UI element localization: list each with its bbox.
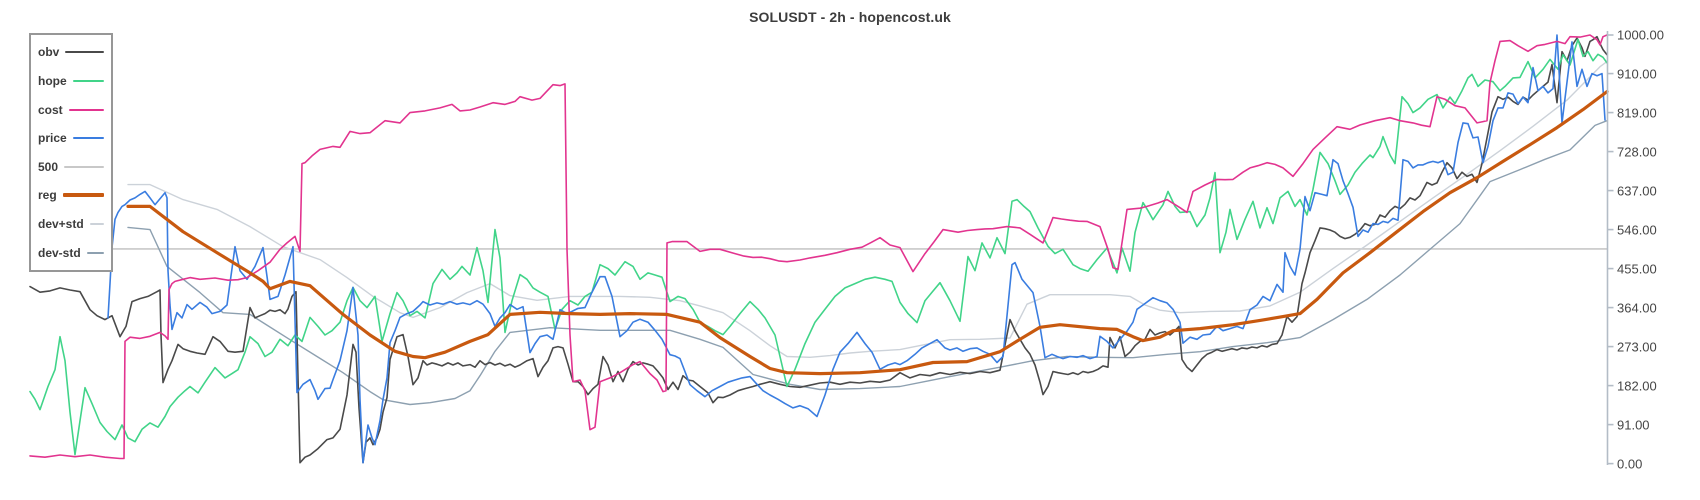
y-axis-tick-label: 273.00 (1617, 339, 1657, 355)
legend-item-hope[interactable]: hope (38, 75, 104, 87)
series-line-price (107, 34, 1606, 464)
legend-swatch-500 (64, 165, 104, 168)
legend-label: dev-std (38, 245, 81, 260)
legend-item-price[interactable]: price (38, 132, 104, 144)
y-axis-tick-label: 546.00 (1617, 222, 1657, 238)
legend-label: cost (38, 102, 63, 117)
y-axis-tick-label: 728.00 (1617, 144, 1657, 160)
legend-label: obv (38, 45, 60, 60)
legend-item-cost[interactable]: cost (38, 104, 104, 116)
legend-swatch-dev-std (86, 251, 104, 254)
y-axis-tick-label: 819.00 (1617, 105, 1657, 121)
legend-label: price (38, 131, 67, 146)
chart-legend: obv hope cost price 500 reg dev+std dev-std (29, 33, 113, 272)
y-axis-tick-label: 364.00 (1617, 300, 1657, 316)
series-line-dev+std (127, 60, 1608, 358)
legend-label: hope (38, 73, 67, 88)
y-axis-tick-label: 1000.00 (1617, 27, 1664, 43)
y-axis-tick-label: 91.00 (1617, 417, 1650, 433)
legend-label: dev+std (38, 217, 84, 232)
series-lines (29, 34, 1609, 464)
y-axis-tick-label: 0.00 (1617, 456, 1643, 472)
legend-swatch-hope (72, 79, 104, 82)
y-axis-tick-label: 182.00 (1617, 378, 1657, 394)
y-axis-tick-label: 455.00 (1617, 261, 1657, 277)
legend-item-dev-std[interactable]: dev-std (38, 247, 104, 259)
legend-swatch-obv (65, 51, 104, 54)
legend-label: 500 (38, 159, 59, 174)
y-axis-tick-label: 637.00 (1617, 183, 1657, 199)
chart-title: SOLUSDT - 2h - hopencost.uk (749, 9, 951, 25)
series-line-reg (126, 90, 1609, 376)
y-axis (1606, 31, 1614, 465)
legend-item-dev+std[interactable]: dev+std (38, 218, 104, 230)
legend-swatch-reg (62, 193, 104, 198)
series-line-dev-std (127, 120, 1608, 406)
legend-swatch-cost (68, 108, 104, 111)
legend-item-reg[interactable]: reg (38, 189, 104, 201)
y-axis-tick-label: 910.00 (1617, 66, 1657, 82)
legend-swatch-dev+std (89, 223, 104, 226)
legend-item-500[interactable]: 500 (38, 161, 104, 173)
legend-swatch-price (72, 137, 104, 140)
series-line-hope (29, 38, 1608, 456)
series-line-obv (29, 35, 1608, 464)
legend-item-obv[interactable]: obv (38, 46, 104, 58)
legend-label: reg (38, 188, 57, 203)
series-line-cost (29, 34, 1608, 460)
